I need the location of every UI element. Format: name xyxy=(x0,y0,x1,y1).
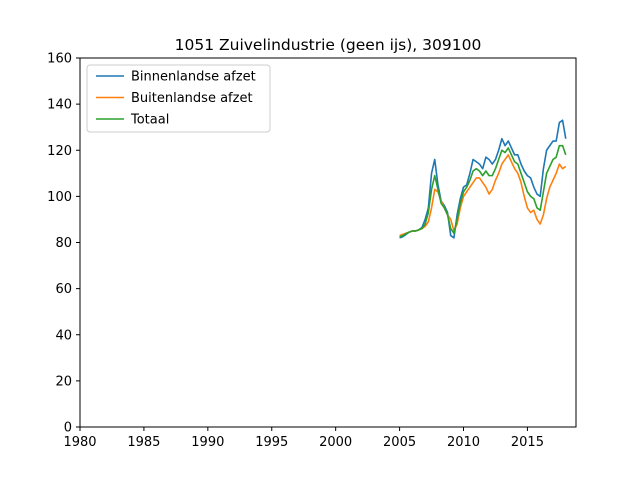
y-tick-label: 80 xyxy=(55,236,72,251)
y-tick-label: 20 xyxy=(55,374,72,389)
y-tick-label: 120 xyxy=(47,144,72,159)
series-line-0 xyxy=(399,119,567,239)
x-tick-label: 1985 xyxy=(127,435,160,450)
legend-box xyxy=(86,64,271,133)
y-tick-label: 40 xyxy=(55,328,72,343)
legend-label: Binnenlandse afzet xyxy=(131,70,256,85)
legend-label: Totaal xyxy=(130,113,169,128)
legend-label: Buitenlandse afzet xyxy=(131,91,253,106)
legend: Binnenlandse afzet Buitenlandse afzet Tota… xyxy=(86,64,271,133)
chart-title: 1051 Zuivelindustrie (geen ijs), 309100 xyxy=(175,36,482,54)
x-tick-label: 2010 xyxy=(447,435,480,450)
series-line-1 xyxy=(399,154,567,237)
y-tick-label: 0 xyxy=(64,421,72,436)
y-tick-label: 100 xyxy=(47,190,72,205)
y-tick-label: 140 xyxy=(47,98,72,113)
x-tick-label: 2005 xyxy=(383,435,416,450)
x-axis: 1980 1985 1990 1995 2000 2005 2010 2015 xyxy=(63,427,544,450)
x-tick-label: 1995 xyxy=(255,435,288,450)
y-tick-label: 160 xyxy=(47,52,72,67)
x-tick-label: 2000 xyxy=(319,435,352,450)
x-tick-label: 1980 xyxy=(63,435,96,450)
x-tick-label: 2015 xyxy=(511,435,544,450)
y-axis: 0 20 40 60 80 100 120 140 160 xyxy=(47,52,80,436)
series-lines xyxy=(399,119,567,239)
x-tick-label: 1990 xyxy=(191,435,224,450)
series-line-2 xyxy=(399,144,567,238)
y-tick-label: 60 xyxy=(55,282,72,297)
